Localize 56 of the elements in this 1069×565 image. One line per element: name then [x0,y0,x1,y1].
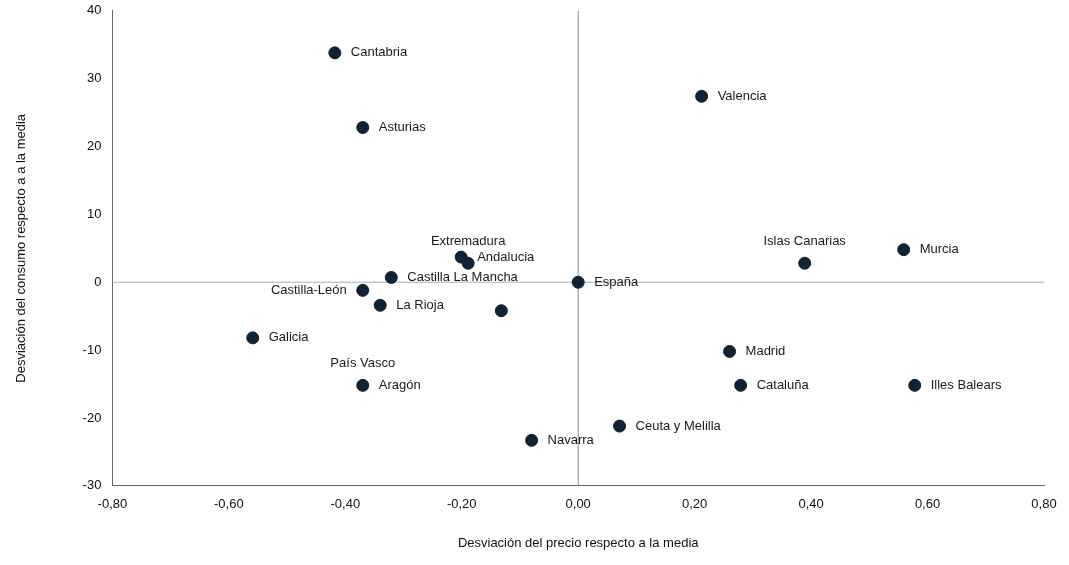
point [494,304,508,318]
y-tick-label: 30 [86,70,102,86]
x-tick-label: 0,00 [565,496,591,512]
y-axis-title: Desviación del consumo respecto a a la media [13,113,29,383]
point [734,378,748,392]
annotation: Cantabria [350,44,408,60]
annotation: Illes Balears [930,376,1003,392]
point [897,243,911,257]
y-tick-label: 10 [86,205,102,221]
x-tick-label: 0,80 [1031,496,1057,512]
annotation: Andalucia [477,248,536,264]
annotation: Asturias [378,119,427,135]
point [571,275,585,289]
annotation: Valencia [717,87,768,103]
point [246,331,260,345]
annotation: La Rioja [396,296,445,312]
point [356,121,370,135]
x-axis-title: Desviación del precio respecto a la media [457,534,700,550]
y-tick-label: 20 [86,138,102,154]
point [373,298,387,312]
annotation: Ceuta y Melilla [635,417,722,433]
point [525,433,539,447]
x-tick-label: -0,80 [97,496,128,512]
x-tick-label: -0,20 [446,496,477,512]
annotation: Castilla-León [270,281,347,297]
annotation: Murcia [919,241,960,257]
y-tick-label: -10 [82,341,102,357]
annotation: Madrid [745,343,786,359]
point [908,378,922,392]
point [356,378,370,392]
annotation: Islas Canarias [763,232,847,248]
annotation: Navarra [547,431,595,447]
x-tick-label: -0,60 [214,496,244,512]
x-tick-label: 0,20 [681,496,708,512]
point [723,344,737,358]
x-tick-label: 0,60 [914,496,941,512]
annotation: Castilla La Mancha [407,269,519,285]
annotation: País Vasco [330,354,396,370]
annotation: España [594,273,640,289]
y-tick-label: 40 [86,2,102,18]
annotation: Aragón [378,376,421,392]
annotation: Extremadura [430,232,507,248]
point [613,419,627,433]
x-tick-label: 0,40 [798,496,824,512]
point [328,46,342,60]
point [461,256,475,270]
annotation: Galicia [268,329,310,345]
x-tick-label: -0,40 [330,496,361,512]
point [798,256,812,270]
point [384,270,398,284]
y-tick-label: 0 [94,273,102,289]
point [695,89,709,103]
annotation: Cataluña [756,376,810,392]
point [356,283,370,297]
y-tick-label: -20 [82,409,102,425]
y-tick-label: -30 [82,477,102,493]
